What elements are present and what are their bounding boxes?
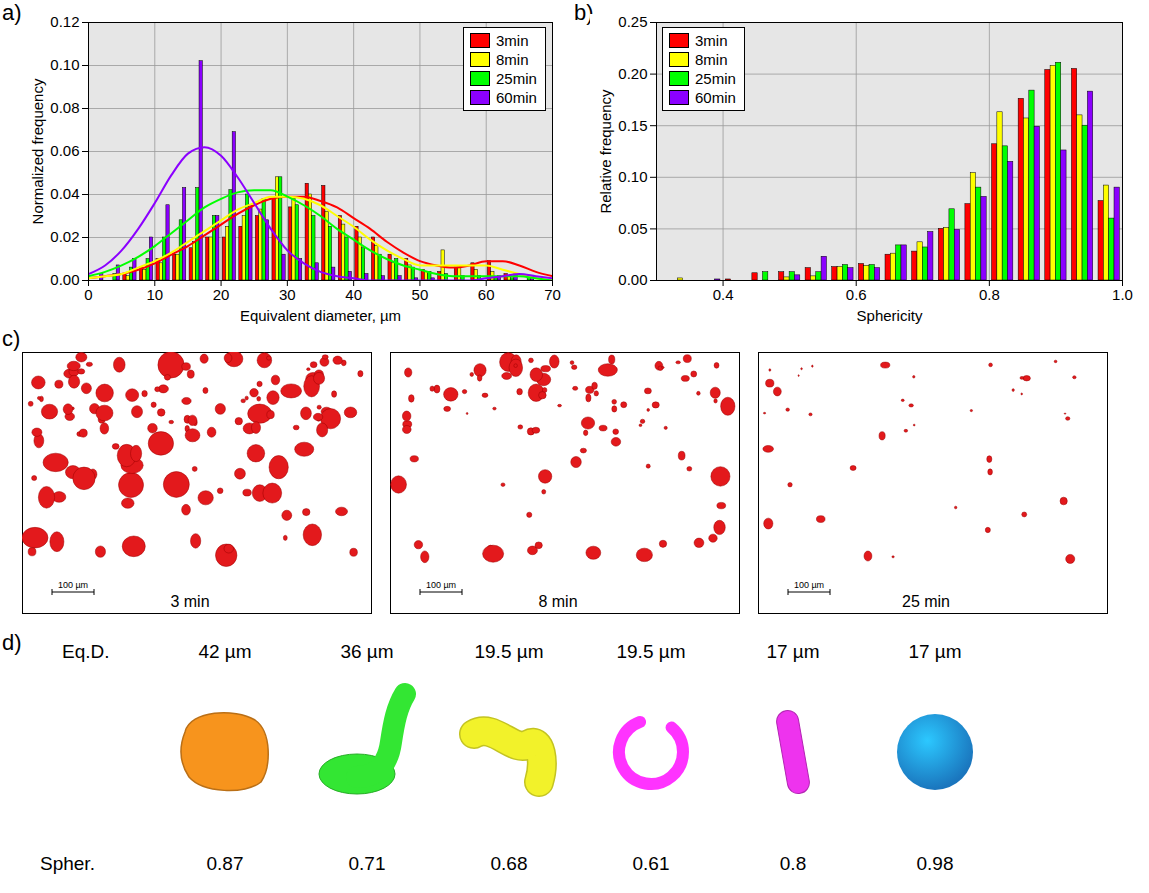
html-text:b): b) — [574, 0, 594, 25]
svg-text:100 µm: 100 µm — [426, 580, 456, 590]
svg-text:19.5 µm: 19.5 µm — [474, 641, 543, 662]
svg-text:19.5 µm: 19.5 µm — [616, 641, 685, 662]
html-text:8min: 8min — [496, 51, 529, 68]
html-text:25min: 25min — [496, 70, 537, 87]
svg-text:Spher.: Spher. — [40, 853, 95, 874]
svg-text:70: 70 — [544, 286, 561, 303]
html-text:3min: 3min — [695, 32, 728, 49]
svg-text:0.02: 0.02 — [50, 228, 79, 245]
svg-text:17 µm: 17 µm — [908, 641, 961, 662]
svg-text:17 µm: 17 µm — [766, 641, 819, 662]
svg-text:0.04: 0.04 — [50, 185, 79, 202]
svg-text:50: 50 — [412, 286, 429, 303]
svg-text:Relative frequency: Relative frequency — [597, 89, 614, 214]
svg-text:0.4: 0.4 — [713, 286, 734, 303]
svg-text:100 µm: 100 µm — [794, 580, 824, 590]
svg-text:Eq.D.: Eq.D. — [62, 641, 110, 662]
svg-text:0.06: 0.06 — [50, 142, 79, 159]
svg-text:0.00: 0.00 — [50, 271, 79, 288]
svg-text:1.0: 1.0 — [1112, 286, 1133, 303]
svg-text:3 min: 3 min — [170, 593, 209, 610]
svg-text:0.15: 0.15 — [618, 117, 647, 134]
svg-text:0.71: 0.71 — [349, 853, 386, 874]
svg-text:10: 10 — [146, 286, 163, 303]
html-text:a): a) — [2, 0, 22, 25]
svg-text:0.6: 0.6 — [846, 286, 867, 303]
svg-text:0.8: 0.8 — [780, 853, 806, 874]
svg-text:0.10: 0.10 — [50, 56, 79, 73]
html-text:c): c) — [2, 326, 21, 351]
svg-text:d): d) — [2, 630, 22, 655]
svg-text:25 min: 25 min — [902, 593, 950, 610]
svg-text:0.8: 0.8 — [979, 286, 1000, 303]
svg-text:0: 0 — [84, 286, 92, 303]
html-text:60min: 60min — [496, 89, 537, 106]
html-text:60min: 60min — [695, 89, 736, 106]
svg-text:0.05: 0.05 — [618, 220, 647, 237]
svg-text:0.20: 0.20 — [618, 65, 647, 82]
svg-text:0.10: 0.10 — [618, 168, 647, 185]
svg-text:40: 40 — [345, 286, 362, 303]
svg-text:20: 20 — [213, 286, 230, 303]
svg-text:Normalized frequency: Normalized frequency — [29, 78, 46, 224]
svg-text:0.00: 0.00 — [618, 271, 647, 288]
svg-text:0.87: 0.87 — [207, 853, 244, 874]
svg-text:36 µm: 36 µm — [340, 641, 393, 662]
svg-text:0.25: 0.25 — [618, 13, 647, 30]
svg-text:42 µm: 42 µm — [198, 641, 251, 662]
svg-text:0.12: 0.12 — [50, 13, 79, 30]
svg-text:100 µm: 100 µm — [58, 580, 88, 590]
svg-text:60: 60 — [478, 286, 495, 303]
svg-text:30: 30 — [279, 286, 296, 303]
svg-text:Sphericity: Sphericity — [857, 307, 923, 324]
svg-text:0.68: 0.68 — [491, 853, 528, 874]
html-text:8min: 8min — [695, 51, 728, 68]
svg-text:Equivalent diameter, µm: Equivalent diameter, µm — [240, 307, 401, 324]
svg-text:0.08: 0.08 — [50, 99, 79, 116]
svg-text:0.61: 0.61 — [633, 853, 670, 874]
html-text:25min: 25min — [695, 70, 736, 87]
html-text:3min: 3min — [496, 32, 529, 49]
svg-text:0.98: 0.98 — [917, 853, 954, 874]
svg-text:8 min: 8 min — [538, 593, 577, 610]
